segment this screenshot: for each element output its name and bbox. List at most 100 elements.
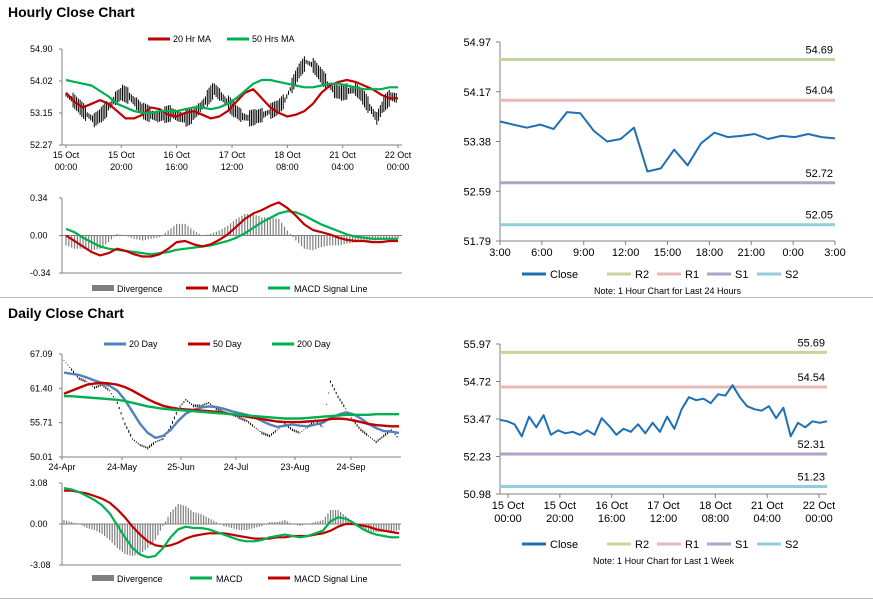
legend-label: Divergence — [117, 284, 163, 294]
x-tick-label: 21 Oct — [751, 500, 783, 512]
legend-label: R2 — [635, 539, 649, 551]
level-label-r2: 55.69 — [797, 337, 825, 349]
x-tick-label: 22 Oct — [385, 150, 412, 160]
x-tick-label: 16 Oct — [595, 500, 627, 512]
legend-label: S1 — [735, 269, 748, 281]
y-tick-label: -3.08 — [30, 560, 51, 570]
y-tick-label: 3.08 — [30, 478, 48, 488]
x-tick-label: 17 Oct — [647, 500, 679, 512]
y-tick-label: 0.00 — [30, 231, 48, 241]
x-tick-label: 17 Oct — [219, 150, 246, 160]
level-label-r2: 54.69 — [805, 45, 833, 57]
x-tick-label: 24-Apr — [48, 462, 75, 472]
x-tick-label: 3:00 — [489, 247, 510, 259]
x-tick-label: 3:00 — [824, 247, 845, 259]
level-label-s2: 51.23 — [797, 471, 825, 483]
x-tick-label: 00:00 — [494, 513, 522, 525]
y-tick-label: 51.79 — [463, 236, 491, 248]
legend-label: Close — [550, 539, 578, 551]
y-tick-label: 54.72 — [463, 377, 491, 389]
x-tick-label: 21:00 — [737, 247, 765, 259]
legend-swatch — [92, 575, 114, 581]
x-tick-label: 20:00 — [110, 162, 133, 172]
legend-label: S2 — [785, 269, 798, 281]
legend-label: 20 Hr MA — [173, 34, 211, 44]
bottom-divider — [0, 598, 873, 599]
y-tick-label: 0.00 — [30, 519, 48, 529]
daily-section-title: Daily Close Chart — [8, 305, 124, 321]
chart-note: Note: 1 Hour Chart for Last 1 Week — [593, 556, 734, 566]
legend-label: MACD — [216, 574, 243, 584]
close-line — [499, 384, 828, 438]
day200-line — [64, 394, 399, 420]
y-tick-label: 50.01 — [30, 452, 53, 462]
x-tick-label: 08:00 — [702, 513, 730, 525]
legend-label: 50 Hrs MA — [252, 34, 295, 44]
y-tick-label: 54.17 — [463, 87, 491, 99]
x-tick-label: 15:00 — [654, 247, 682, 259]
legend-swatch — [92, 285, 114, 291]
ma50-line — [65, 78, 398, 115]
level-label-s1: 52.31 — [797, 439, 825, 451]
x-tick-label: 15 Oct — [492, 500, 524, 512]
y-tick-label: 53.15 — [30, 108, 53, 118]
legend-label: 200 Day — [297, 339, 331, 349]
x-tick-label: 18 Oct — [274, 150, 301, 160]
x-tick-label: 20:00 — [546, 513, 574, 525]
y-tick-label: 54.90 — [30, 44, 53, 54]
x-tick-label: 15 Oct — [544, 500, 576, 512]
y-tick-label: 50.98 — [463, 489, 491, 501]
macd-line — [65, 201, 398, 258]
y-tick-label: 53.38 — [463, 137, 491, 149]
legend-label: 20 Day — [129, 339, 158, 349]
legend-label: Close — [550, 269, 578, 281]
legend-label: 50 Day — [213, 339, 242, 349]
y-tick-label: 53.47 — [463, 414, 491, 426]
y-tick-label: 52.23 — [463, 452, 491, 464]
x-tick-label: 16 Oct — [163, 150, 190, 160]
hourly-macd-chart: 0.34 0.00 -0.34 Divergence MACD MACD Signal L… — [30, 193, 402, 294]
macd-line — [63, 487, 399, 559]
ma20-line — [65, 78, 398, 120]
y-tick-label: 55.97 — [463, 339, 491, 351]
x-tick-label: 16:00 — [598, 513, 626, 525]
x-tick-label: 25-Jun — [167, 462, 195, 472]
legend-label: MACD Signal Line — [294, 574, 368, 584]
level-label-s2: 52.05 — [805, 210, 833, 222]
section-divider — [0, 297, 873, 298]
x-tick-label: 24-May — [107, 462, 138, 472]
x-tick-label: 00:00 — [805, 513, 833, 525]
x-tick-label: 21 Oct — [329, 150, 356, 160]
x-tick-label: 9:00 — [573, 247, 594, 259]
legend-label: MACD Signal Line — [294, 284, 368, 294]
x-tick-label: 24-Jul — [224, 462, 249, 472]
x-tick-label: 12:00 — [221, 162, 244, 172]
x-tick-label: 22 Oct — [803, 500, 835, 512]
x-tick-label: 24-Sep — [336, 462, 365, 472]
legend-label: S1 — [735, 539, 748, 551]
y-tick-label: 54.97 — [463, 37, 491, 49]
close-line — [499, 111, 836, 173]
legend-label: MACD — [212, 284, 239, 294]
y-tick-label: 55.71 — [30, 418, 53, 428]
x-tick-label: 18 Oct — [699, 500, 731, 512]
y-tick-label: -0.34 — [30, 268, 51, 278]
macd-signal-line — [65, 210, 398, 256]
chart-note: Note: 1 Hour Chart for Last 24 Hours — [594, 286, 742, 296]
x-tick-label: 08:00 — [276, 162, 299, 172]
hourly-pivot-chart: 54.97 54.17 53.38 52.59 51.79 54.69 54.04 52.72… — [463, 37, 845, 296]
y-tick-label: 54.02 — [30, 76, 53, 86]
legend-label: Divergence — [117, 574, 163, 584]
x-tick-label: 23-Aug — [280, 462, 309, 472]
x-tick-label: 12:00 — [612, 247, 640, 259]
legend-label: R2 — [635, 269, 649, 281]
hourly-section-title: Hourly Close Chart — [8, 4, 135, 20]
x-tick-label: 04:00 — [753, 513, 781, 525]
x-tick-label: 12:00 — [650, 513, 678, 525]
y-tick-label: 52.27 — [30, 140, 53, 150]
x-tick-label: 04:00 — [331, 162, 354, 172]
x-tick-label: 18:00 — [696, 247, 724, 259]
x-tick-label: 16:00 — [165, 162, 188, 172]
daily-pivot-chart: 55.97 54.72 53.47 52.23 50.98 55.69 54.54 52.31… — [463, 337, 835, 566]
